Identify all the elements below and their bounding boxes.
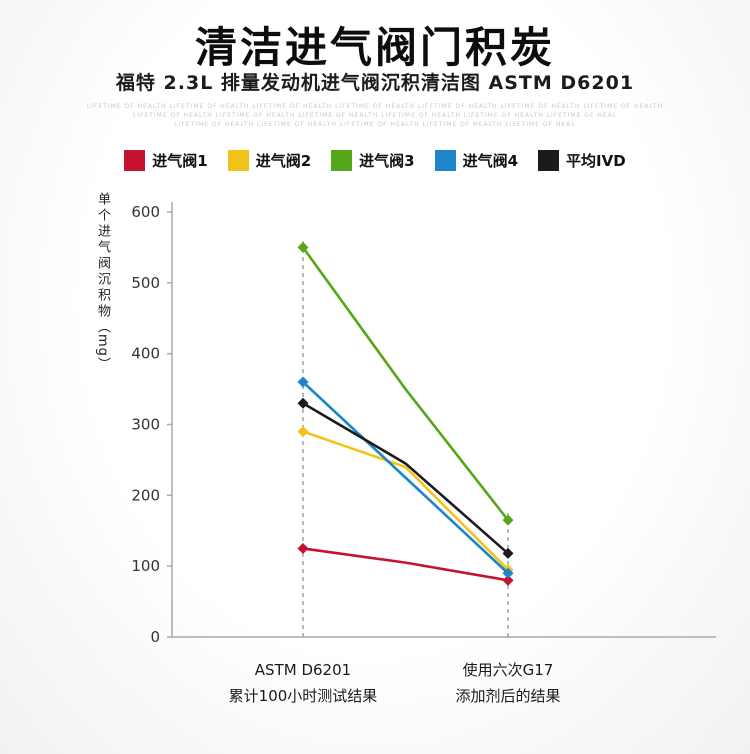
y-tick-label: 100: [131, 557, 160, 575]
y-axis-label: 单个进气阀沉积物（mg）: [92, 192, 112, 512]
y-axis-label-text: 单个进气阀沉积物: [95, 192, 110, 320]
legend-swatch-icon: [434, 150, 456, 171]
legend-item: 进气阀3: [331, 150, 415, 171]
page-title: 清洁进气阀门积炭: [194, 23, 555, 72]
legend-swatch-icon: [331, 150, 353, 171]
legend-label: 进气阀1: [152, 152, 208, 170]
legend-label: 进气阀4: [462, 152, 519, 170]
legend-item: 进气阀4: [434, 150, 519, 171]
series-line-2: [301, 430, 510, 572]
y-tick-label: 300: [131, 416, 160, 434]
y-tick-label: 600: [131, 203, 160, 221]
y-tick-label: 400: [131, 345, 160, 363]
x-category-label-line2: 累计100小时测试结果: [229, 687, 378, 705]
watermark-line: LIFETIME OF HEALTH LIFETIME OF HEALTH LI…: [174, 121, 576, 128]
legend-swatch-icon: [124, 150, 146, 171]
x-category-label-line2: 添加剂后的结果: [455, 687, 560, 705]
watermark-line: LIFETIME OF HEALTH LIFETIME OF HEALTH LI…: [86, 103, 664, 110]
y-tick-label: 500: [131, 274, 160, 292]
series-line-4: [301, 380, 510, 575]
data-point-marker: [297, 397, 309, 409]
legend-swatch-icon: [227, 150, 249, 171]
legend-label: 进气阀3: [359, 152, 415, 170]
series-line-3: [301, 246, 510, 522]
page-subtitle: 福特 2.3L 排量发动机进气阀沉积清洁图 ASTM D6201: [115, 72, 635, 94]
data-point-marker: [297, 542, 309, 554]
data-point-marker: [502, 567, 514, 579]
x-category-label-line1: ASTM D6201: [255, 661, 351, 679]
legend-label: 进气阀2: [255, 152, 312, 170]
legend-item: 进气阀1: [124, 150, 208, 171]
data-point-marker: [297, 241, 309, 253]
data-point-marker: [502, 547, 514, 559]
x-category-label-line1: 使用六次G17: [463, 661, 554, 679]
y-axis-label-unit: （mg）: [95, 320, 110, 371]
y-tick-label: 200: [131, 486, 160, 504]
y-tick-label: 0: [150, 628, 160, 646]
watermark-text: LIFETIME OF HEALTH LIFETIME OF HEALTH LI…: [0, 102, 750, 129]
legend-item: 进气阀2: [227, 150, 312, 171]
data-point-marker: [297, 376, 309, 388]
series-line-5: [301, 401, 510, 555]
line-chart: 600 500 400 300 200 100 0 ASTM D6201 累计100小时测试结果…: [131, 202, 716, 705]
chart-legend: 进气阀1 进气阀2 进气阀3 进气阀4 平均IVD: [0, 150, 750, 171]
legend-item: 平均IVD: [538, 150, 626, 171]
legend-label: 平均IVD: [566, 152, 626, 170]
watermark-line: LIFETIME OF HEALTH LIFETIME OF HEALTH LI…: [132, 112, 618, 119]
series-line-1: [301, 547, 510, 582]
legend-swatch-icon: [538, 150, 560, 171]
axes: [171, 202, 716, 638]
data-point-marker: [502, 514, 514, 526]
data-point-marker: [297, 426, 309, 438]
data-point-marker: [502, 574, 514, 586]
